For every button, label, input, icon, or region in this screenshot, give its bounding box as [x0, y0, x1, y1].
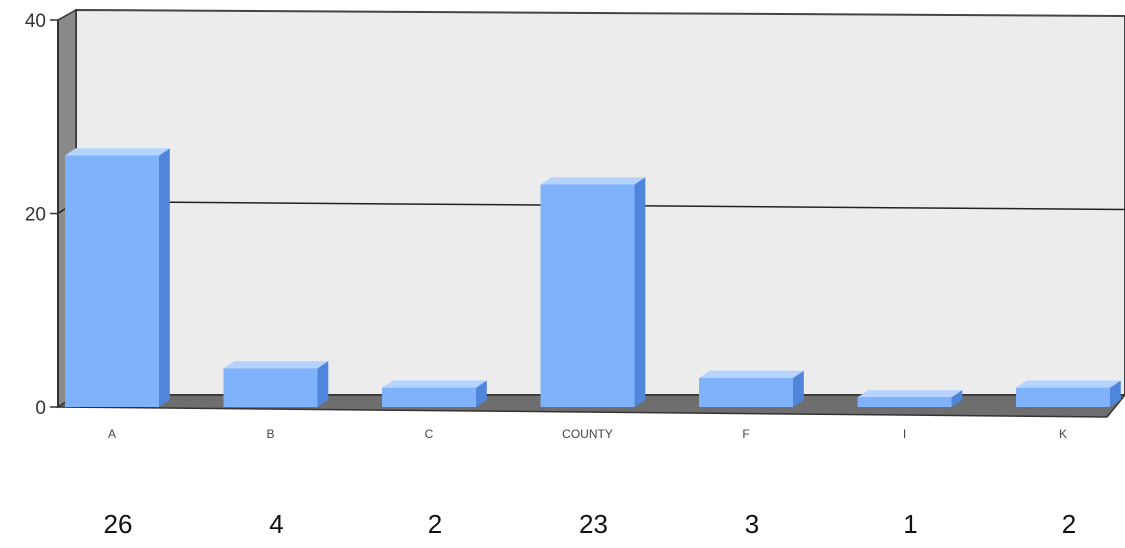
y-tick-label: 0 [35, 398, 46, 419]
bar-top [857, 390, 963, 398]
bar [1016, 387, 1110, 407]
bar-side [317, 361, 329, 407]
x-category-label: C [425, 427, 434, 441]
bar-top [382, 380, 487, 388]
bar [699, 377, 793, 407]
bar [223, 368, 318, 407]
x-category-label: K [1059, 427, 1067, 441]
bar-side [793, 370, 804, 407]
y-tick-label: 40 [25, 11, 46, 32]
bar-side [159, 148, 170, 407]
bar-top [223, 361, 329, 369]
x-category-label: F [742, 427, 749, 441]
x-category-label: A [108, 427, 116, 441]
bar-value-label: 4 [269, 509, 283, 539]
bar-value-label: 1 [903, 509, 917, 539]
bar-value-label: 2 [1062, 509, 1076, 539]
bar-side [1110, 380, 1121, 407]
bar [382, 387, 476, 407]
bar-side [634, 177, 646, 407]
x-category-label: COUNTY [562, 427, 613, 441]
x-category-label: I [903, 427, 906, 441]
bar-top [699, 370, 804, 378]
bar-value-label: 23 [579, 509, 608, 539]
bar [857, 397, 952, 407]
bar [65, 155, 159, 407]
y-tick-label: 20 [25, 205, 46, 226]
bar-value-label: 26 [104, 509, 133, 539]
bar-side [476, 380, 487, 407]
bar-top [540, 177, 646, 185]
bar-value-label: 2 [428, 509, 442, 539]
bar-side [951, 390, 963, 407]
bar-top [1016, 380, 1121, 388]
bar-value-label: 3 [745, 509, 759, 539]
bar [540, 184, 635, 407]
x-category-label: B [266, 427, 274, 441]
bar-top [65, 148, 170, 156]
